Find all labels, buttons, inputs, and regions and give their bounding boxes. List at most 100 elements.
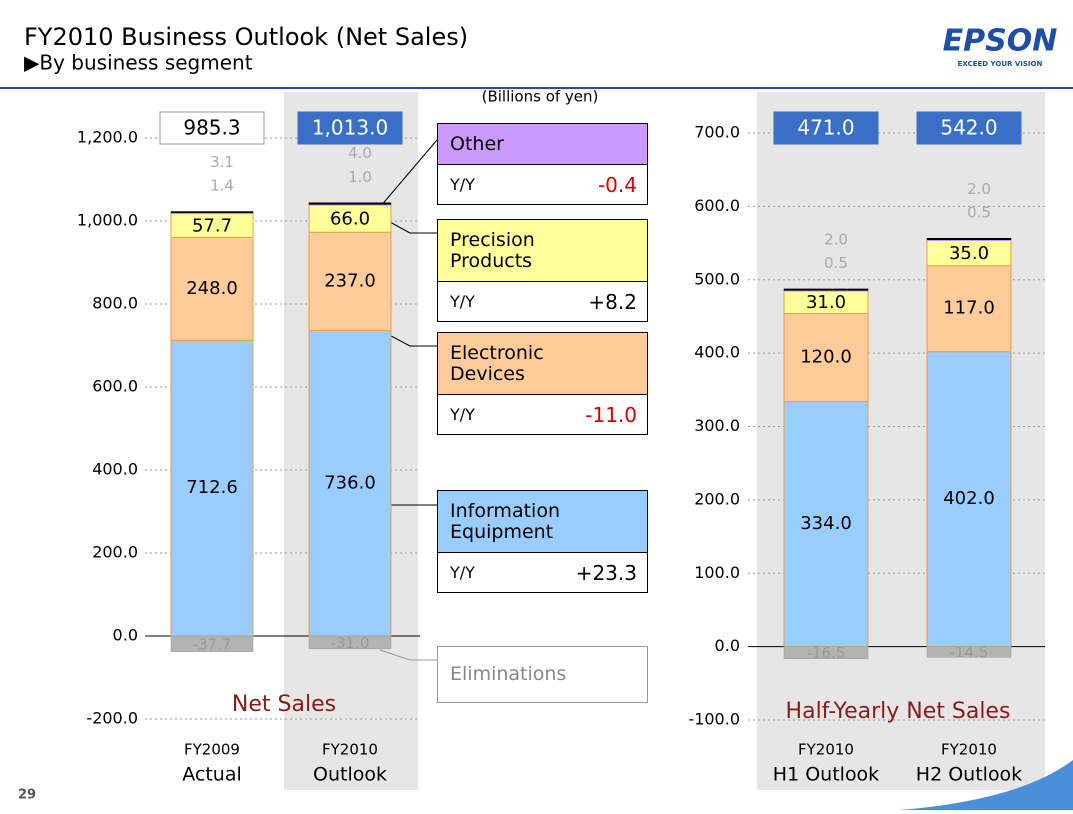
y-tick-label: 700.0	[694, 123, 740, 142]
total-label: 542.0	[940, 116, 997, 140]
legend-key: Electronic Devices	[437, 332, 648, 395]
bar-segment	[170, 211, 254, 214]
x-tick-label: FY2009	[184, 741, 240, 759]
x-tick-label: H2 Outlook	[916, 764, 1022, 786]
segment-label: 0.5	[967, 203, 991, 221]
segment-label: 248.0	[186, 278, 238, 299]
bar-segment	[926, 351, 1012, 648]
segment-label: 35.0	[949, 243, 989, 264]
bar-segment	[926, 265, 1012, 353]
bar-segment	[308, 204, 392, 233]
yoy-label: Y/Y	[450, 405, 475, 424]
legend-yoy: Y/Y -11.0	[437, 395, 648, 435]
total-box	[773, 111, 879, 145]
y-tick-label: 300.0	[694, 416, 740, 435]
segment-label: 31.0	[806, 292, 846, 313]
total-label: 985.3	[183, 116, 240, 140]
legend-key: Other	[437, 123, 648, 165]
legend-key: Information Equipment	[437, 490, 648, 553]
y-tick-label: 200.0	[92, 543, 138, 562]
yoy-label: Y/Y	[450, 292, 475, 311]
x-tick-label: FY2010	[798, 741, 854, 759]
segment-label: 0.5	[824, 254, 848, 272]
segment-label: 2.0	[967, 180, 991, 198]
x-tick-label: H1 Outlook	[773, 764, 879, 786]
y-tick-label: -100.0	[688, 710, 740, 729]
segment-label: -14.5	[950, 643, 989, 661]
y-tick-label: 1,000.0	[77, 211, 138, 230]
y-tick-label: 500.0	[694, 269, 740, 288]
bar-segment	[308, 330, 392, 637]
x-tick-label: FY2010	[941, 741, 997, 759]
legend-label: Information Equipment	[450, 499, 560, 543]
bar-segment	[170, 635, 254, 652]
segment-label: -37.7	[193, 635, 232, 653]
legend-yoy: Y/Y +23.3	[437, 553, 648, 593]
y-tick-label: 0.0	[715, 636, 740, 655]
y-tick-label: 400.0	[694, 343, 740, 362]
legend-yoy: Y/Y +8.2	[437, 282, 648, 322]
segment-label: -31.0	[331, 634, 370, 652]
y-tick-label: 400.0	[92, 460, 138, 479]
segment-label: -16.5	[807, 644, 846, 662]
yoy-label: Y/Y	[450, 175, 475, 194]
y-tick-label: 100.0	[694, 563, 740, 582]
y-tick-label: -200.0	[86, 709, 138, 728]
bar-segment	[308, 635, 392, 650]
legend-label: Electronic Devices	[450, 341, 544, 385]
bar-segment	[783, 288, 869, 291]
x-tick-label: Actual	[182, 764, 242, 786]
logo: EPSON	[943, 24, 1058, 59]
bar-segment	[783, 401, 869, 648]
segment-label: 4.0	[348, 144, 372, 162]
total-box	[159, 111, 265, 145]
bar-segment	[170, 339, 254, 637]
bar-segment	[783, 313, 869, 403]
y-tick-label: 600.0	[92, 377, 138, 396]
y-tick-label: 1,200.0	[77, 128, 138, 147]
legend-yoy: Y/Y -0.4	[437, 165, 648, 205]
y-tick-label: 600.0	[694, 196, 740, 215]
title: FY2010 Business Outlook (Net Sales)	[24, 23, 468, 51]
total-label: 471.0	[797, 116, 854, 140]
yoy-label: Y/Y	[450, 563, 475, 582]
x-tick-label: FY2010	[322, 741, 378, 759]
unit-label: (Billions of yen)	[482, 88, 599, 106]
segment-label: 402.0	[943, 488, 995, 509]
y-tick-label: 0.0	[113, 626, 138, 645]
bar-segment	[783, 646, 869, 659]
tagline: EXCEED YOUR VISION	[958, 60, 1043, 68]
y-tick-label: 200.0	[694, 489, 740, 508]
subtitle: ▶By business segment	[24, 51, 253, 75]
legend-key: Precision Products	[437, 219, 648, 282]
segment-label: 237.0	[324, 270, 376, 291]
segment-label: 334.0	[800, 513, 852, 534]
page-number: 29	[18, 788, 36, 803]
legend-label: Precision Products	[450, 228, 535, 272]
segment-label: 736.0	[324, 472, 376, 493]
chart-title: Net Sales	[232, 692, 336, 717]
segment-label: 117.0	[943, 298, 995, 319]
segment-label: 2.0	[824, 230, 848, 248]
yoy-value: +23.3	[575, 561, 637, 585]
bar-segment	[308, 231, 392, 332]
total-box	[297, 111, 403, 145]
legend-label: Other	[450, 132, 504, 155]
segment-label: 1.0	[348, 168, 372, 186]
bar-segment	[926, 238, 1012, 241]
x-tick-label: Outlook	[313, 764, 387, 786]
segment-label: 1.4	[210, 176, 234, 194]
legend-key: Eliminations	[437, 646, 648, 703]
corner-swoosh	[900, 760, 1073, 810]
bar-segment	[170, 236, 254, 341]
yoy-value: +8.2	[588, 290, 637, 314]
chart-title: Half-Yearly Net Sales	[786, 699, 1011, 724]
segment-label: 3.1	[210, 153, 234, 171]
yoy-value: -11.0	[585, 403, 637, 427]
bar-segment	[308, 202, 392, 205]
segment-label: 57.7	[192, 215, 232, 236]
total-box	[916, 111, 1022, 145]
segment-label: 66.0	[330, 209, 370, 230]
y-tick-label: 800.0	[92, 294, 138, 313]
bar-segment	[926, 646, 1012, 658]
